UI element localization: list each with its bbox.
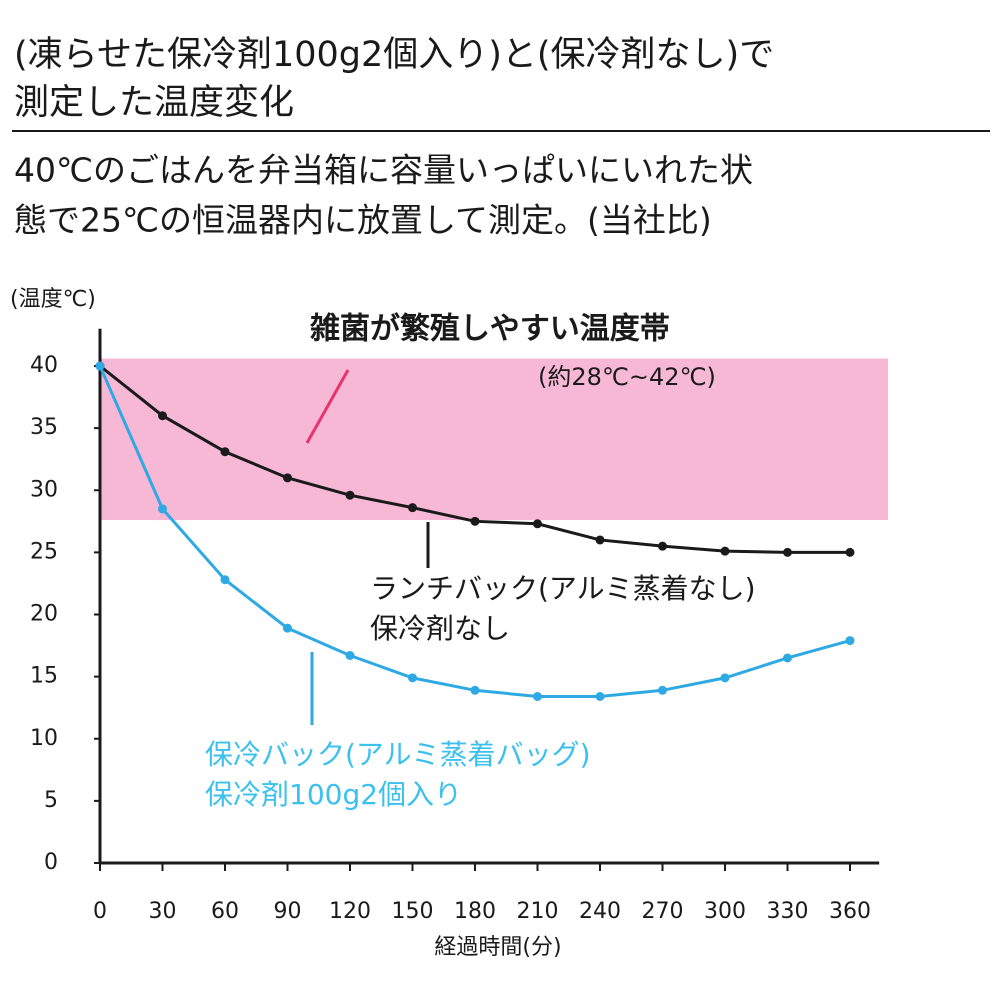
x-tick-label: 0 — [93, 899, 107, 924]
x-tick-label: 240 — [579, 899, 621, 924]
point — [408, 503, 417, 513]
x-axis-label: 経過時間(分) — [434, 935, 561, 960]
legend-note: 保冷剤100g2個入り — [205, 778, 462, 811]
title-line: 測定した温度変化 — [14, 83, 294, 123]
point — [283, 473, 292, 483]
point — [658, 685, 667, 695]
point — [470, 685, 480, 695]
legend-label: 保冷バック(アルミ蒸着バッグ) — [205, 738, 591, 771]
point — [158, 504, 167, 514]
leader — [305, 369, 350, 444]
y-tick-label: 5 — [44, 788, 58, 813]
y-tick-label: 15 — [30, 664, 58, 689]
x-tick-label: 120 — [329, 899, 371, 924]
point — [408, 673, 417, 683]
x-tick-label: 360 — [829, 899, 871, 924]
x-tick-label: 150 — [392, 899, 434, 924]
point — [595, 535, 605, 545]
subtitle-line: 態で25℃の恒温器内に放置して測定。(当社比) — [14, 201, 712, 240]
x-tick-label: 90 — [274, 899, 302, 924]
point — [158, 411, 167, 421]
x-tick-label: 270 — [642, 899, 684, 924]
point — [720, 673, 730, 683]
subtitle-line: 40℃のごはんを弁当箱に容量いっぱいにいれた状 — [14, 151, 753, 190]
y-tick-label: 35 — [30, 415, 58, 440]
point — [783, 653, 792, 663]
title-line: (凍らせた保冷剤100g2個入り)と(保冷剤なし)で — [14, 35, 774, 75]
y-axis-label: (温度℃) — [10, 287, 96, 312]
point — [783, 547, 792, 557]
point — [595, 692, 605, 702]
y-tick-label: 30 — [30, 477, 58, 502]
point — [658, 541, 667, 551]
legend-note: 保冷剤なし — [370, 612, 510, 645]
x-tick-label: 330 — [767, 899, 809, 924]
point — [533, 692, 542, 702]
legend-label: ランチバック(アルミ蒸着なし) — [370, 572, 756, 605]
band — [100, 358, 888, 521]
x-tick-label: 30 — [149, 899, 177, 924]
point — [220, 447, 230, 457]
x-tick-label: 180 — [454, 899, 496, 924]
point — [220, 575, 230, 585]
point — [533, 519, 542, 529]
point — [470, 516, 480, 526]
x-tick-label: 300 — [704, 899, 746, 924]
point — [845, 547, 855, 557]
y-tick-label: 10 — [30, 726, 58, 751]
y-tick-label: 40 — [30, 353, 58, 378]
point — [283, 623, 292, 633]
point — [720, 546, 730, 556]
point — [345, 490, 355, 500]
point — [95, 361, 105, 371]
point — [845, 636, 855, 646]
x-tick-label: 60 — [211, 899, 239, 924]
y-tick-label: 20 — [30, 602, 58, 627]
y-tick-label: 0 — [44, 850, 58, 875]
y-tick-label: 25 — [30, 539, 58, 564]
x-tick-label: 210 — [517, 899, 559, 924]
band-sublabel: (約28℃~42℃) — [538, 363, 716, 391]
point — [345, 651, 355, 661]
band-label: 雑菌が繁殖しやすい温度帯 — [309, 312, 670, 347]
